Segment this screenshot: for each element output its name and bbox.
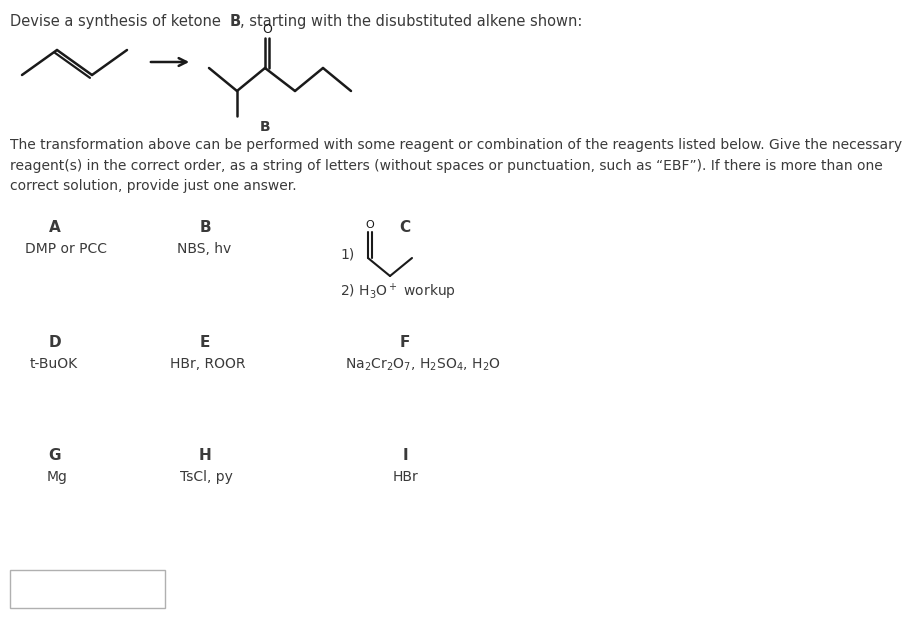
Text: A: A: [49, 220, 61, 235]
Text: B: B: [199, 220, 210, 235]
Text: TsCl, py: TsCl, py: [180, 470, 233, 484]
Text: O: O: [365, 220, 374, 230]
Text: NBS, hv: NBS, hv: [177, 242, 231, 256]
Text: I: I: [402, 448, 407, 463]
Text: t-BuOK: t-BuOK: [30, 357, 78, 371]
FancyBboxPatch shape: [10, 570, 165, 608]
Text: Na$_2$Cr$_2$O$_7$, H$_2$SO$_4$, H$_2$O: Na$_2$Cr$_2$O$_7$, H$_2$SO$_4$, H$_2$O: [345, 357, 500, 374]
Text: H: H: [199, 448, 211, 463]
Text: , starting with the disubstituted alkene shown:: , starting with the disubstituted alkene…: [239, 14, 582, 29]
Text: DMP or PCC: DMP or PCC: [25, 242, 107, 256]
Text: Devise a synthesis of ketone: Devise a synthesis of ketone: [10, 14, 225, 29]
Text: B: B: [259, 120, 270, 134]
Text: Mg: Mg: [47, 470, 68, 484]
Text: G: G: [49, 448, 61, 463]
Text: B: B: [229, 14, 241, 29]
Text: The transformation above can be performed with some reagent or combination of th: The transformation above can be performe…: [10, 138, 901, 193]
Text: F: F: [399, 335, 410, 350]
Text: HBr, ROOR: HBr, ROOR: [170, 357, 246, 371]
Text: E: E: [200, 335, 210, 350]
Text: HBr: HBr: [393, 470, 418, 484]
Text: C: C: [399, 220, 410, 235]
Text: O: O: [262, 23, 272, 36]
Text: 1): 1): [340, 247, 354, 261]
Text: D: D: [49, 335, 61, 350]
Text: 2) H$_3$O$^+$ workup: 2) H$_3$O$^+$ workup: [340, 282, 455, 302]
